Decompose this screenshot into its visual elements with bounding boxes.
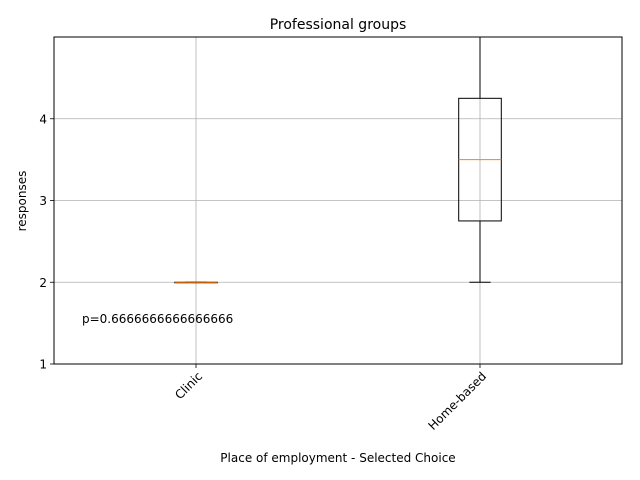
y-axis: 1 2 3 4 [39, 112, 54, 372]
box-group [174, 281, 218, 284]
y-tick-label: 1 [39, 358, 47, 372]
x-axis-label: Place of employment - Selected Choice [220, 451, 455, 465]
y-axis-label: responses [15, 171, 29, 232]
y-tick-label: 3 [39, 194, 47, 208]
y-tick-label: 4 [39, 112, 47, 126]
p-value-annotation: p=0.6666666666666666 [82, 312, 233, 326]
y-tick-label: 2 [39, 276, 47, 290]
chart-title: Professional groups [270, 17, 407, 33]
